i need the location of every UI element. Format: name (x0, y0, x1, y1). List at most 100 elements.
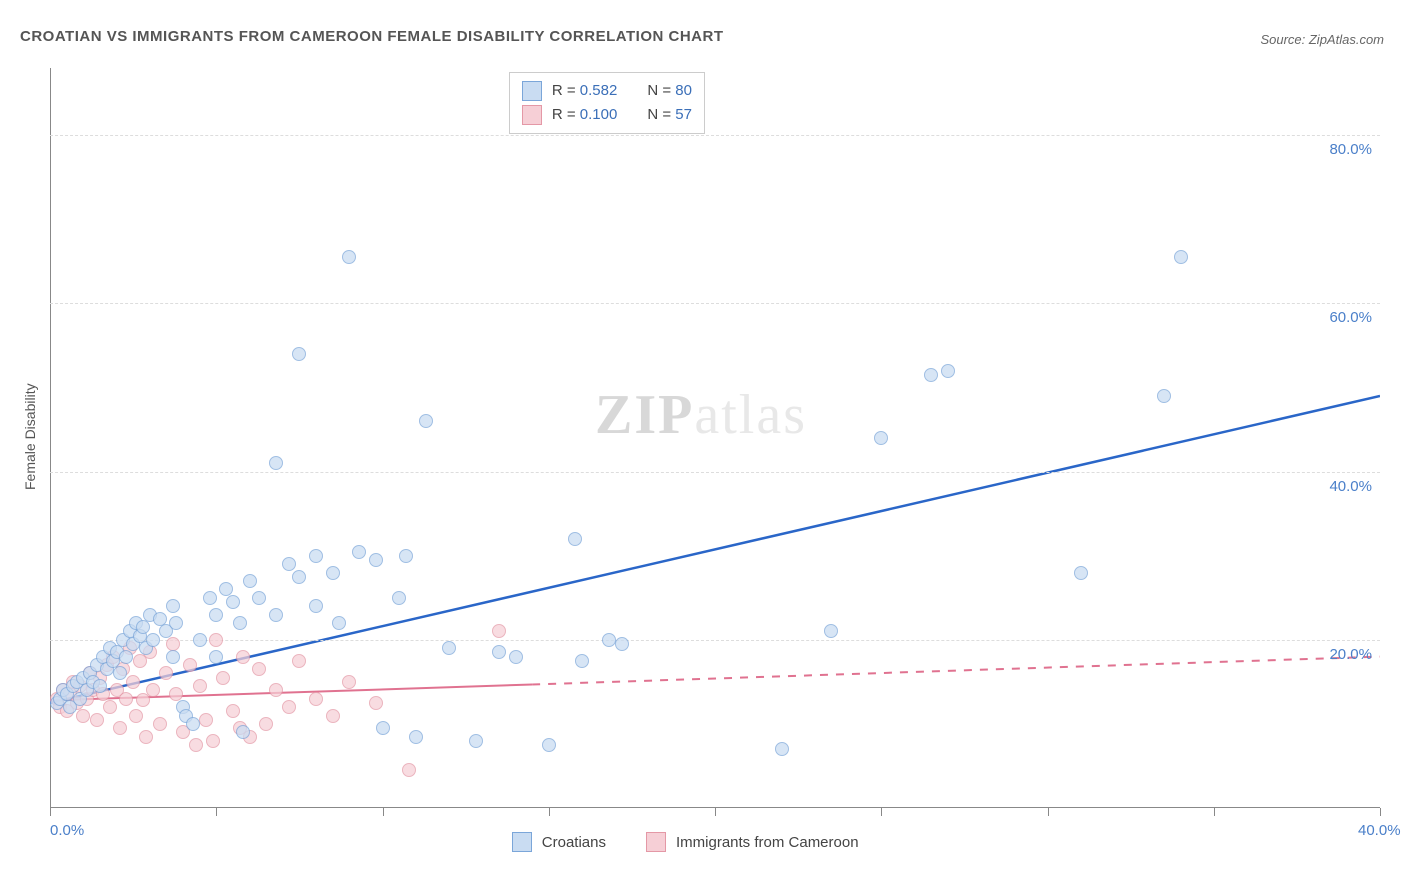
scatter-point-croatians (209, 650, 223, 664)
scatter-point-cameroon (193, 679, 207, 693)
chart-title: CROATIAN VS IMMIGRANTS FROM CAMEROON FEM… (20, 28, 723, 45)
scatter-point-croatians (874, 431, 888, 445)
scatter-point-croatians (399, 549, 413, 563)
scatter-point-croatians (924, 368, 938, 382)
gridline (50, 472, 1380, 473)
scatter-point-cameroon (326, 709, 340, 723)
x-tick (1048, 808, 1049, 816)
y-tick-label: 60.0% (1329, 309, 1372, 326)
scatter-point-croatians (342, 250, 356, 264)
plot-area: ZIPatlas R = 0.582N = 80R = 0.100N = 57 … (50, 68, 1380, 808)
chart-source: Source: ZipAtlas.com (1260, 32, 1384, 47)
scatter-point-croatians (209, 608, 223, 622)
legend-swatch (646, 832, 666, 852)
scatter-point-croatians (442, 641, 456, 655)
scatter-point-cameroon (209, 633, 223, 647)
scatter-point-cameroon (199, 713, 213, 727)
stat-n-label: N = 80 (647, 82, 692, 99)
scatter-point-croatians (309, 549, 323, 563)
gridline (50, 640, 1380, 641)
legend-swatch (512, 832, 532, 852)
scatter-point-cameroon (269, 683, 283, 697)
scatter-point-cameroon (292, 654, 306, 668)
scatter-point-croatians (292, 570, 306, 584)
scatter-point-croatians (469, 734, 483, 748)
scatter-point-croatians (226, 595, 240, 609)
scatter-point-cameroon (126, 675, 140, 689)
trend-lines (50, 68, 1380, 808)
scatter-point-cameroon (206, 734, 220, 748)
scatter-point-cameroon (103, 700, 117, 714)
scatter-point-croatians (492, 645, 506, 659)
scatter-point-croatians (269, 608, 283, 622)
scatter-point-croatians (332, 616, 346, 630)
scatter-point-croatians (113, 666, 127, 680)
scatter-point-croatians (166, 599, 180, 613)
gridline (50, 303, 1380, 304)
scatter-point-croatians (292, 347, 306, 361)
y-axis-label: Female Disability (22, 383, 38, 490)
series-legend: Croatians Immigrants from Cameroon (512, 832, 889, 852)
scatter-point-cameroon (402, 763, 416, 777)
scatter-point-cameroon (309, 692, 323, 706)
stats-legend-row: R = 0.582 N = 80 (522, 79, 692, 103)
scatter-point-cameroon (139, 730, 153, 744)
scatter-point-croatians (166, 650, 180, 664)
scatter-point-cameroon (252, 662, 266, 676)
scatter-point-cameroon (226, 704, 240, 718)
scatter-point-cameroon (236, 650, 250, 664)
scatter-point-cameroon (146, 683, 160, 697)
scatter-point-croatians (1174, 250, 1188, 264)
scatter-point-croatians (269, 456, 283, 470)
scatter-point-croatians (193, 633, 207, 647)
legend-label: Immigrants from Cameroon (676, 834, 859, 851)
scatter-point-croatians (252, 591, 266, 605)
scatter-point-croatians (824, 624, 838, 638)
scatter-point-cameroon (159, 666, 173, 680)
x-tick (216, 808, 217, 816)
x-tick (383, 808, 384, 816)
scatter-point-croatians (169, 616, 183, 630)
scatter-point-cameroon (492, 624, 506, 638)
legend-swatch (522, 105, 542, 125)
scatter-point-cameroon (113, 721, 127, 735)
x-tick (50, 808, 51, 816)
x-tick (549, 808, 550, 816)
x-tick (1380, 808, 1381, 816)
scatter-point-croatians (509, 650, 523, 664)
scatter-point-croatians (236, 725, 250, 739)
scatter-point-croatians (309, 599, 323, 613)
scatter-point-croatians (369, 553, 383, 567)
scatter-point-croatians (352, 545, 366, 559)
scatter-point-croatians (186, 717, 200, 731)
scatter-point-croatians (1074, 566, 1088, 580)
x-tick-label: 0.0% (50, 822, 84, 839)
stats-legend-row: R = 0.100N = 57 (522, 103, 692, 127)
scatter-point-croatians (326, 566, 340, 580)
scatter-point-croatians (409, 730, 423, 744)
y-tick-label: 40.0% (1329, 478, 1372, 495)
watermark: ZIPatlas (595, 383, 807, 447)
stat-r-label: R = 0.582 (552, 82, 617, 99)
scatter-point-croatians (775, 742, 789, 756)
legend-label: Croatians (542, 834, 606, 851)
scatter-point-cameroon (119, 692, 133, 706)
scatter-point-cameroon (153, 717, 167, 731)
scatter-point-croatians (119, 650, 133, 664)
scatter-point-croatians (575, 654, 589, 668)
stat-r-label: R = 0.100 (552, 106, 617, 123)
scatter-point-cameroon (216, 671, 230, 685)
scatter-point-croatians (376, 721, 390, 735)
x-tick-label: 40.0% (1358, 822, 1401, 839)
scatter-point-croatians (1157, 389, 1171, 403)
scatter-point-croatians (602, 633, 616, 647)
scatter-point-croatians (615, 637, 629, 651)
scatter-point-cameroon (76, 709, 90, 723)
scatter-point-cameroon (189, 738, 203, 752)
scatter-point-croatians (233, 616, 247, 630)
scatter-point-croatians (243, 574, 257, 588)
scatter-point-croatians (542, 738, 556, 752)
scatter-point-croatians (282, 557, 296, 571)
scatter-point-cameroon (129, 709, 143, 723)
legend-swatch (522, 81, 542, 101)
